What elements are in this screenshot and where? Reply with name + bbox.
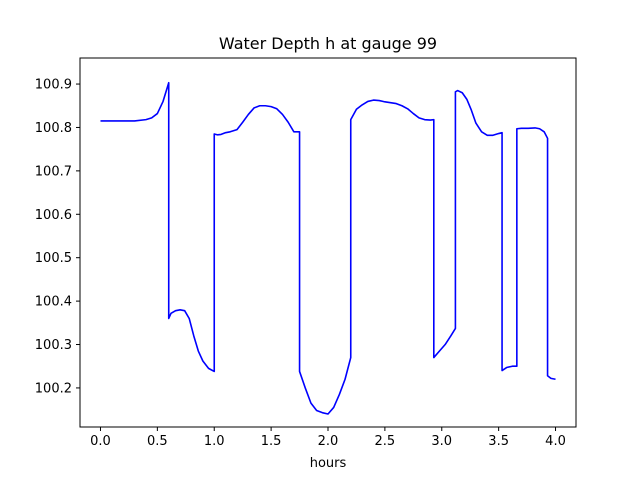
x-tick-label: 0.5 bbox=[147, 434, 168, 449]
x-tick-label: 3.0 bbox=[431, 434, 452, 449]
x-tick-label: 3.5 bbox=[488, 434, 509, 449]
y-tick-label: 100.8 bbox=[35, 121, 72, 136]
y-tick-label: 100.9 bbox=[35, 78, 72, 93]
plot-area: 0.0 0.5 1.0 1.5 2.0 2.5 3.0 3.5 4.0 100.2 100.3 100… bbox=[35, 57, 577, 449]
x-axis-label: hours bbox=[310, 456, 347, 471]
x-tick-label: 1.0 bbox=[204, 434, 225, 449]
y-tick-label: 100.5 bbox=[35, 251, 72, 266]
y-tick-label: 100.3 bbox=[35, 338, 72, 353]
y-tick-label: 100.2 bbox=[35, 381, 72, 396]
chart-title: Water Depth h at gauge 99 bbox=[219, 34, 437, 53]
x-tick-label: 4.0 bbox=[545, 434, 566, 449]
y-tick-label: 100.6 bbox=[35, 208, 72, 223]
series-line-0 bbox=[100, 81, 556, 415]
x-tick-label: 1.5 bbox=[261, 434, 282, 449]
x-tick-label: 2.0 bbox=[318, 434, 339, 449]
y-tick-label: 100.7 bbox=[35, 164, 72, 179]
x-tick-label: 2.5 bbox=[375, 434, 396, 449]
y-tick-label: 100.4 bbox=[35, 295, 72, 310]
x-tick-label: 0.0 bbox=[90, 434, 111, 449]
